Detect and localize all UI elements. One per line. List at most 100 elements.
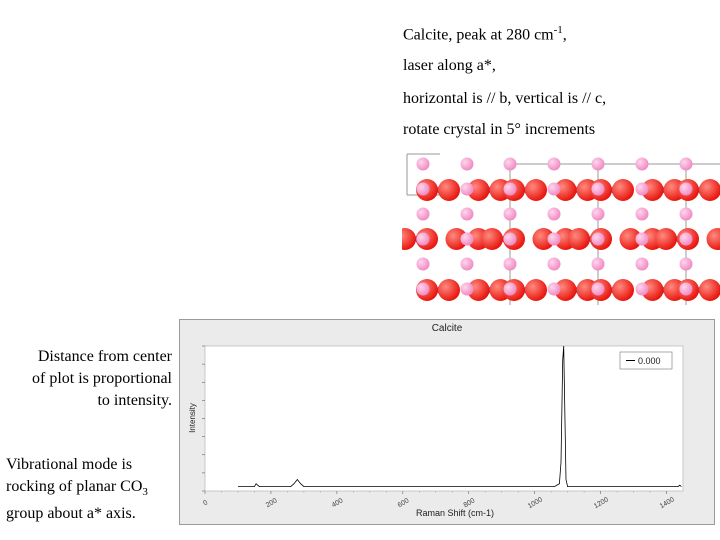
caption-line-1: Calcite, peak at 280 cm-1, xyxy=(403,25,567,43)
left-note-vibrational-mode: Vibrational mode is rocking of planar CO… xyxy=(6,454,176,525)
calcium-atom xyxy=(679,257,693,271)
calcium-atom xyxy=(591,232,605,246)
caption-line-4: rotate crystal in 5° increments xyxy=(403,121,596,138)
calcium-atom xyxy=(635,207,649,221)
calcium-atom xyxy=(416,157,430,171)
x-tick-label: 200 xyxy=(265,497,279,509)
chart-panel: Calcite Intensity Raman Shift (cm-1) 0 20… xyxy=(179,319,715,525)
calcium-atom xyxy=(547,157,561,171)
calcium-atom xyxy=(416,182,430,196)
calcium-atom xyxy=(591,157,605,171)
calcium-atom xyxy=(503,282,517,296)
calcium-atom xyxy=(591,207,605,221)
calcium-atom xyxy=(635,257,649,271)
y-axis-label: Intensity xyxy=(188,403,197,433)
calcium-atom xyxy=(416,282,430,296)
calcium-atom xyxy=(591,282,605,296)
oxygen-atom xyxy=(467,179,490,201)
oxygen-atom xyxy=(532,228,555,250)
y-ticks xyxy=(202,345,205,492)
x-tick-label: 800 xyxy=(463,497,477,509)
calcium-atom xyxy=(635,282,649,296)
left-note-distance: Distance from center of plot is proporti… xyxy=(6,346,172,412)
oxygen-atom xyxy=(525,179,547,201)
calcium-atom xyxy=(547,207,561,221)
calcium-atom xyxy=(547,282,561,296)
oxygen-atom xyxy=(619,228,642,250)
x-tick-label: 1400 xyxy=(659,496,676,510)
calcium-atom xyxy=(503,182,517,196)
x-axis-label: Raman Shift (cm-1) xyxy=(416,508,494,518)
calcium-atom xyxy=(503,257,517,271)
calcium-atom xyxy=(503,232,517,246)
oxygen-atom xyxy=(655,228,677,250)
calcium-atom xyxy=(503,207,517,221)
oxygen-atom xyxy=(554,279,577,301)
oxygen-atom xyxy=(706,228,720,250)
legend-entry-label: 0.000 xyxy=(638,356,661,366)
oxygen-atom xyxy=(554,179,577,201)
oxygen-atom xyxy=(612,179,634,201)
x-tick-label: 0 xyxy=(202,499,209,507)
left-note-mode-line-1: Vibrational mode is xyxy=(6,456,133,473)
x-tick-label: 600 xyxy=(397,497,411,509)
oxygen-atom xyxy=(525,279,547,301)
chart-title: Calcite xyxy=(432,323,463,334)
left-note-mode-line-2-text: rocking of planar CO xyxy=(6,478,143,495)
caption-line-1-text: Calcite, peak at 280 cm xyxy=(403,26,554,44)
calcium-atom xyxy=(503,157,517,171)
oxygen-atom xyxy=(699,279,720,301)
oxygen-atom xyxy=(641,279,664,301)
calcium-atom xyxy=(416,257,430,271)
oxygen-atom xyxy=(641,179,664,201)
oxygen-atom xyxy=(568,228,590,250)
left-note-mode-line-2: rocking of planar CO3 xyxy=(6,476,176,503)
calcium-atom xyxy=(460,157,474,171)
calcium-atom xyxy=(635,182,649,196)
oxygen-atom xyxy=(438,179,460,201)
calcium-atom xyxy=(591,182,605,196)
calcium-atom xyxy=(591,257,605,271)
left-note-distance-line-2: of plot is proportional xyxy=(32,370,172,387)
oxygen-atom xyxy=(467,279,490,301)
legend: 0.000 xyxy=(619,351,673,370)
oxygen-atom xyxy=(402,228,416,250)
calcium-atom xyxy=(679,207,693,221)
x-tick-label: 400 xyxy=(331,497,345,509)
calcium-atom xyxy=(416,232,430,246)
calcium-atom xyxy=(460,207,474,221)
left-note-mode-subscript: 3 xyxy=(142,486,148,499)
oxygen-atom xyxy=(612,279,634,301)
caption-line-1-superscript: -1 xyxy=(553,24,563,36)
x-tick-label: 1200 xyxy=(593,496,610,510)
calcium-atom xyxy=(547,232,561,246)
left-note-mode-line-3: group about a* axis. xyxy=(6,505,136,523)
calcium-atom xyxy=(460,282,474,296)
x-tick-label: 1000 xyxy=(527,496,544,510)
calcium-atom xyxy=(460,257,474,271)
legend-box xyxy=(619,351,673,370)
series-line-0-000 xyxy=(238,345,682,487)
caption-line-3: horizontal is // b, vertical is // c, xyxy=(403,90,607,107)
calcium-atom xyxy=(635,232,649,246)
oxygen-atom xyxy=(438,279,460,301)
oxygen-atom xyxy=(699,179,720,201)
left-note-distance-line-1: Distance from center xyxy=(37,348,172,365)
calcium-atom xyxy=(547,182,561,196)
calcium-atom xyxy=(679,232,693,246)
calcium-atom xyxy=(679,282,693,296)
calcium-atom xyxy=(635,157,649,171)
caption-line-2: laser along a*, xyxy=(403,57,496,74)
calcium-atom xyxy=(679,182,693,196)
left-note-distance-line-3: to intensity. xyxy=(97,392,172,409)
calcium-atom xyxy=(460,232,474,246)
plot-area xyxy=(204,345,684,492)
oxygen-atom xyxy=(481,228,503,250)
oxygen-atom xyxy=(445,228,468,250)
calcium-atom xyxy=(460,182,474,196)
calcium-atom xyxy=(679,157,693,171)
calcium-atom xyxy=(547,257,561,271)
caption-line-1-tail: , xyxy=(562,26,567,44)
crystal-structure-image xyxy=(402,153,720,305)
calcium-atom xyxy=(416,207,430,221)
